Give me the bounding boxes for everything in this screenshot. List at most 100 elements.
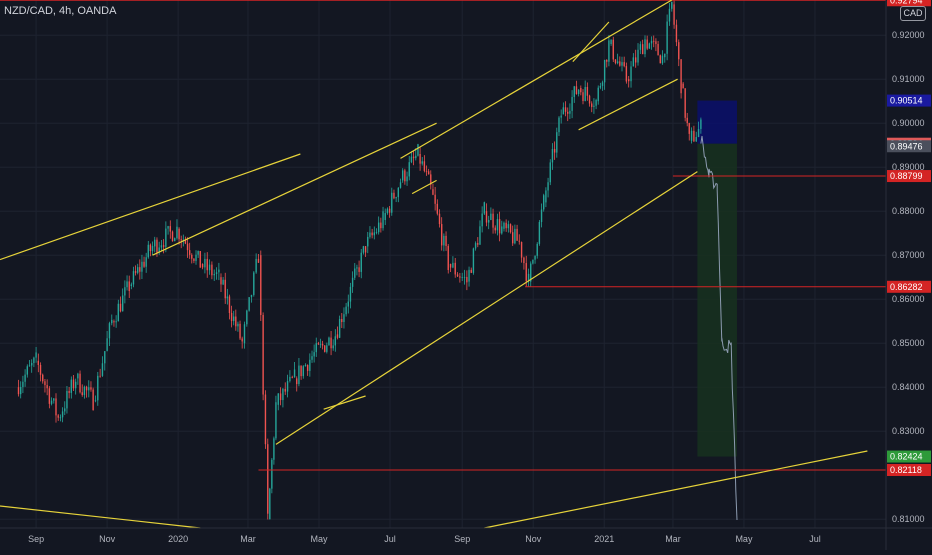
- candle-body: [564, 107, 567, 112]
- candle-body: [101, 363, 104, 376]
- candle-body: [92, 389, 94, 411]
- candle-body: [332, 345, 334, 349]
- candle-body: [680, 59, 682, 94]
- time-tick-label: 2021: [594, 534, 614, 544]
- candle-body: [289, 376, 291, 382]
- candle-body: [599, 85, 602, 88]
- candle-body: [188, 250, 191, 255]
- candle-body: [580, 88, 582, 93]
- candle-body: [571, 96, 573, 111]
- candle-body: [104, 351, 106, 364]
- price-label-badge: [887, 140, 931, 153]
- candle-body: [540, 209, 543, 222]
- candle-body: [64, 408, 66, 412]
- candle-body: [653, 40, 655, 42]
- candle-body: [267, 444, 269, 514]
- candle-body: [503, 222, 505, 229]
- candle-body: [427, 171, 430, 175]
- candle-body: [449, 264, 452, 268]
- candle-body: [659, 55, 661, 64]
- candle-body: [375, 232, 378, 234]
- candle-body: [697, 128, 700, 138]
- candles: [17, 0, 702, 520]
- candle-body: [321, 343, 324, 346]
- candle-body: [17, 387, 20, 395]
- candle-body: [534, 255, 536, 260]
- candle-body: [61, 411, 64, 418]
- candle-body: [30, 363, 33, 366]
- candle-body: [197, 251, 199, 255]
- candle-body: [356, 267, 358, 269]
- symbol-title: NZD/CAD, 4h, OANDA: [4, 5, 117, 17]
- candle-body: [282, 388, 284, 401]
- candle-body: [382, 211, 384, 229]
- time-tick-label: Jul: [384, 534, 396, 544]
- candle-body: [176, 226, 178, 239]
- candle-body: [230, 313, 233, 322]
- candle-body: [349, 286, 352, 302]
- candle-body: [496, 219, 499, 231]
- candle-body: [351, 277, 354, 287]
- candle-body: [695, 137, 697, 142]
- candle-body: [243, 324, 246, 344]
- candle-body: [454, 262, 456, 275]
- candle-body: [436, 203, 439, 214]
- candle-body: [241, 338, 243, 342]
- candle-body: [459, 276, 461, 278]
- candle-body: [582, 92, 584, 101]
- candle-body: [215, 272, 218, 275]
- candle-body: [417, 144, 419, 156]
- candle-body: [463, 276, 466, 278]
- candle-body: [186, 243, 189, 251]
- candle-body: [44, 381, 46, 386]
- candle-body: [26, 366, 28, 375]
- candle-body: [686, 117, 688, 124]
- candle-body: [440, 224, 443, 246]
- candle-body: [447, 245, 449, 270]
- price-tick-label: 0.86000: [892, 294, 925, 304]
- candle-body: [199, 251, 201, 268]
- candle-body: [668, 8, 671, 22]
- candle-body: [28, 365, 31, 367]
- candle-body: [42, 374, 44, 382]
- trendline: [275, 171, 698, 445]
- candle-body: [228, 296, 231, 313]
- candle-body: [507, 224, 510, 229]
- candle-body: [650, 40, 653, 44]
- candle-body: [364, 246, 367, 253]
- candle-body: [593, 105, 595, 107]
- candle-body: [567, 111, 569, 114]
- candle-body: [684, 88, 686, 118]
- price-tick-label: 0.91000: [892, 74, 925, 84]
- candle-body: [483, 202, 486, 214]
- candle-body: [536, 243, 538, 256]
- candle-body: [603, 59, 606, 83]
- candle-body: [461, 277, 463, 278]
- candle-body: [191, 254, 193, 259]
- candle-body: [264, 394, 267, 445]
- candle-body: [158, 247, 160, 253]
- candle-body: [83, 386, 86, 396]
- candle-body: [222, 279, 224, 285]
- candle-body: [250, 294, 253, 298]
- candle-body: [490, 213, 492, 221]
- candle-body: [388, 208, 391, 213]
- candle-body: [354, 268, 356, 278]
- candle-body: [74, 381, 77, 389]
- candle-body: [232, 316, 235, 322]
- currency-badge[interactable]: CAD: [900, 6, 926, 21]
- candle-body: [630, 66, 632, 82]
- candle-body: [106, 338, 108, 352]
- candle-body: [532, 259, 534, 264]
- candle-body: [419, 154, 421, 164]
- candle-body: [434, 194, 436, 204]
- candle-body: [343, 314, 345, 323]
- candle-body: [412, 156, 415, 159]
- time-tick-label: Sep: [28, 534, 44, 544]
- candle-body: [678, 42, 680, 60]
- candle-body: [399, 182, 402, 188]
- candle-body: [558, 117, 560, 133]
- candle-body: [193, 258, 195, 261]
